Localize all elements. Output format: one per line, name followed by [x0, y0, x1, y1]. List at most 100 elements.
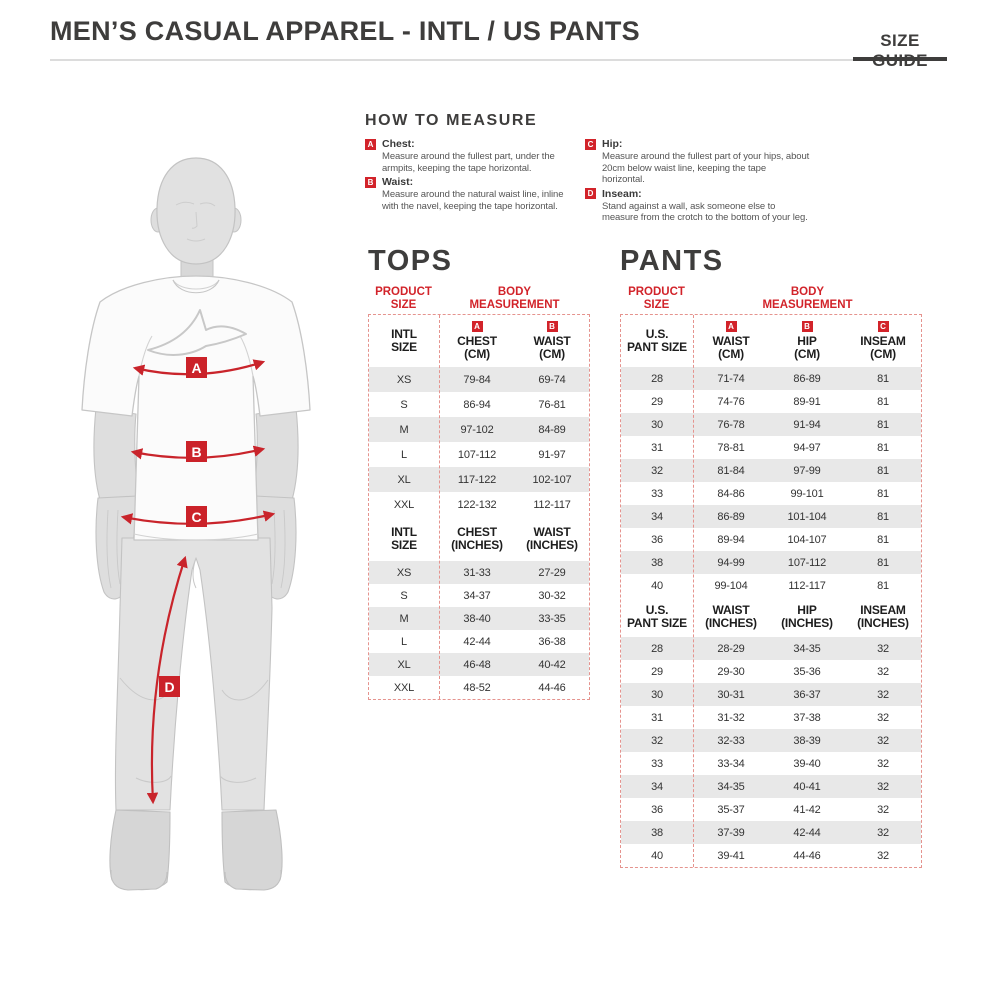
marker-a-badge: [186, 357, 207, 378]
column-header-row: INTL SIZE CHEST (INCHES) WAIST (INCHES): [369, 517, 589, 561]
value-cell: 84-86: [717, 487, 745, 500]
table-row: 40 99-104 112-117 81: [621, 574, 921, 597]
measure-item-label: Inseam:: [602, 187, 642, 200]
value-cell: 27-29: [538, 566, 566, 579]
size-cell: M: [399, 423, 409, 436]
table-row: 32 32-33 38-39 32: [621, 729, 921, 752]
measure-column-label: INSEAM (CM): [860, 334, 906, 361]
size-cell: 33: [651, 757, 663, 770]
value-cell: 30-32: [538, 589, 566, 602]
mannequin-fingers: [106, 509, 286, 589]
measure-column-left: A Chest: Measure around the fullest part, …: [365, 138, 565, 226]
size-cell: 28: [651, 372, 663, 385]
measure-column-header: HIP (INCHES): [769, 597, 845, 637]
badge-a-icon: A: [365, 138, 376, 150]
measure-column-label: WAIST (INCHES): [705, 603, 757, 630]
value-cell: 94-99: [717, 556, 745, 569]
measure-item-label: Waist:: [382, 176, 414, 188]
table-row: M 97-102 84-89: [369, 417, 589, 442]
how-to-measure-section: HOW TO MEASURE A Chest: Measure around the…: [365, 112, 810, 226]
table-row: L 107-112 91-97: [369, 442, 589, 467]
mannequin-boots: [109, 809, 283, 891]
badge-c-icon: C: [877, 321, 889, 332]
size-cell: XXL: [393, 681, 415, 694]
table-row: S 34-37 30-32: [369, 584, 589, 607]
value-cell: 31-32: [717, 711, 745, 724]
size-column-header: INTL SIZE: [369, 517, 439, 561]
measure-column-label: CHEST (INCHES): [451, 525, 503, 552]
value-cell: 89-94: [717, 533, 745, 546]
measure-item-header: B Waist:: [365, 176, 565, 188]
pants-title: PANTS: [620, 245, 724, 277]
measure-item: D Inseam: Stand against a wall, ask someon…: [585, 188, 810, 224]
value-cell: 32: [877, 780, 889, 793]
table-rows: XS 79-84 69-74 S 86-94 76-81 M 97-102 84-89 L 107-…: [369, 367, 589, 517]
pants-section-inches: U.S. PANT SIZE WAIST (INCHES) HIP (INCHES)…: [621, 597, 921, 867]
badge-a-icon: A: [725, 321, 737, 332]
measure-item: B Waist: Measure around the natural waist …: [365, 176, 565, 212]
table-row: M 38-40 33-35: [369, 607, 589, 630]
badge-b-icon: B: [365, 176, 376, 188]
table-row: L 42-44 36-38: [369, 630, 589, 653]
value-cell: 91-94: [793, 418, 821, 431]
table-row: 31 78-81 94-97 81: [621, 436, 921, 459]
table-row: 28 71-74 86-89 81: [621, 367, 921, 390]
size-cell: 34: [651, 780, 663, 793]
value-cell: 36-38: [538, 635, 566, 648]
value-cell: 81: [877, 487, 889, 500]
table-rows: 28 71-74 86-89 81 29 74-76 89-91 81 30 76-78 91-94…: [621, 367, 921, 597]
size-cell: 32: [651, 464, 663, 477]
size-cell: 32: [651, 734, 663, 747]
value-cell: 97-102: [460, 423, 494, 436]
value-cell: 44-46: [538, 681, 566, 694]
table-row: 38 37-39 42-44 32: [621, 821, 921, 844]
tops-section: TOPS PRODUCT SIZE BODY MEASUREMENT INTL SIZ…: [368, 246, 590, 700]
table-row: 36 89-94 104-107 81: [621, 528, 921, 551]
table-row: 32 81-84 97-99 81: [621, 459, 921, 482]
marker-c-label: C: [191, 509, 201, 525]
figure-illustration: A B C D: [81, 157, 311, 891]
size-cell: 36: [651, 533, 663, 546]
badge-d-icon: D: [585, 188, 596, 199]
value-cell: 40-42: [538, 658, 566, 671]
value-cell: 81: [877, 533, 889, 546]
tops-group-header: PRODUCT SIZE BODY MEASUREMENT: [368, 286, 590, 311]
value-cell: 94-97: [793, 441, 821, 454]
value-cell: 32: [877, 642, 889, 655]
value-cell: 97-99: [793, 464, 821, 477]
measure-column-header: A CHEST (CM): [439, 315, 515, 367]
value-cell: 32-33: [717, 734, 745, 747]
value-cell: 32: [877, 826, 889, 839]
value-cell: 81: [877, 579, 889, 592]
value-cell: 86-89: [793, 372, 821, 385]
table-row: 29 29-30 35-36 32: [621, 660, 921, 683]
table-row: XL 117-122 102-107: [369, 467, 589, 492]
value-cell: 107-112: [787, 556, 827, 569]
marker-c-badge: [186, 506, 207, 527]
table-row: 30 76-78 91-94 81: [621, 413, 921, 436]
column-header-row: INTL SIZE A CHEST (CM) B WAIST (CM): [369, 315, 589, 367]
value-cell: 81: [877, 510, 889, 523]
size-column-label: U.S. PANT SIZE: [627, 327, 687, 354]
tops-body-measurement-label: BODY MEASUREMENT: [469, 286, 560, 311]
size-column-label: INTL SIZE: [391, 525, 417, 552]
measure-item-text: Measure around the fullest part, under t…: [382, 151, 555, 174]
pants-group-header: PRODUCT SIZE BODY MEASUREMENT: [620, 286, 922, 311]
how-to-measure-title: HOW TO MEASURE: [365, 112, 538, 129]
mannequin-face: [175, 201, 216, 242]
marker-a-label: A: [191, 360, 201, 376]
measure-column-header: WAIST (INCHES): [693, 597, 769, 637]
value-cell: 86-89: [717, 510, 745, 523]
table-row: 34 34-35 40-41 32: [621, 775, 921, 798]
value-cell: 81: [877, 441, 889, 454]
how-to-measure-columns: A Chest: Measure around the fullest part, …: [365, 138, 810, 226]
value-cell: 117-122: [457, 473, 497, 486]
table-rows: XS 31-33 27-29 S 34-37 30-32 M 38-40 33-35 L 42-44…: [369, 561, 589, 699]
value-cell: 46-48: [463, 658, 491, 671]
value-cell: 112-117: [533, 498, 571, 511]
size-guide-tab[interactable]: SIZE GUIDE: [872, 31, 927, 70]
measure-column-label: HIP (INCHES): [781, 603, 833, 630]
table-rows: 28 28-29 34-35 32 29 29-30 35-36 32 30 30-31 36-37…: [621, 637, 921, 867]
column-divider: [693, 315, 694, 867]
